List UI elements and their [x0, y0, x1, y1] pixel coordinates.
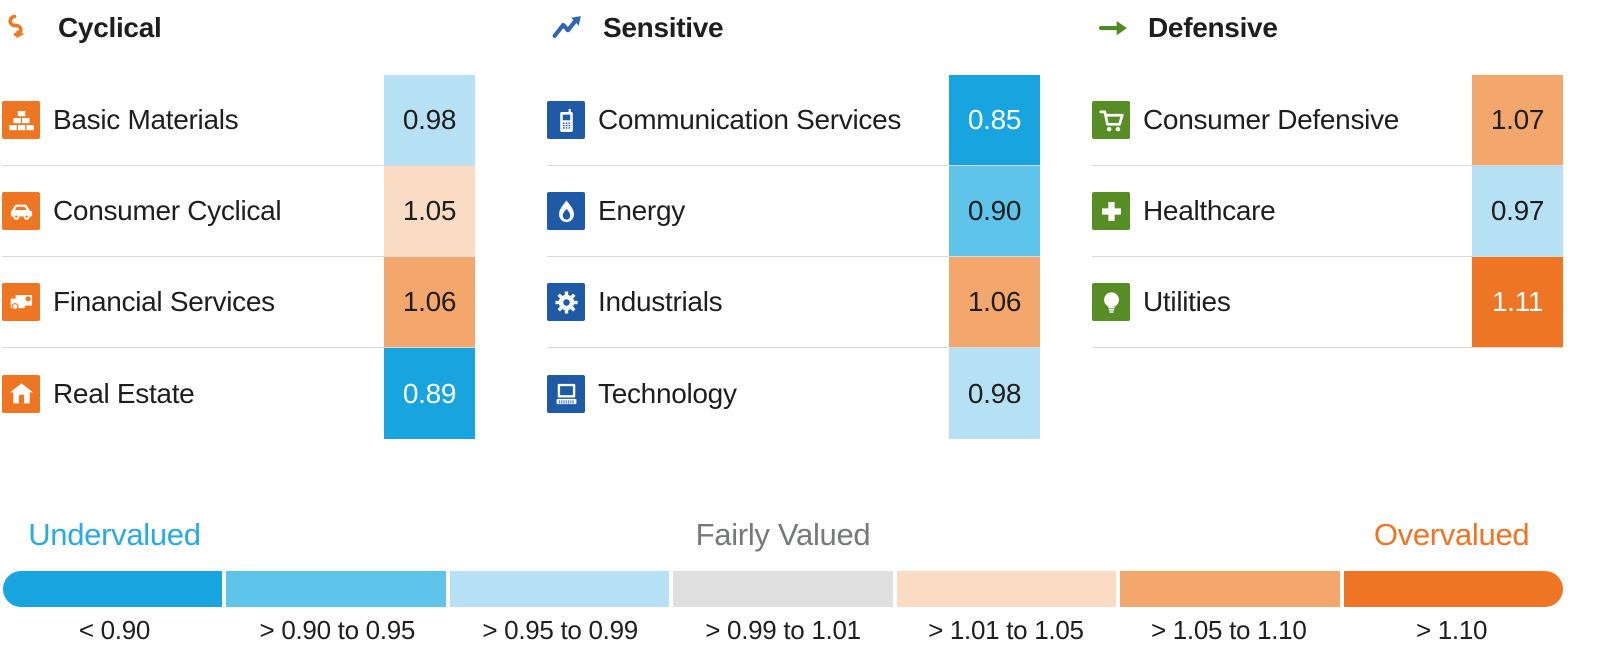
value-cell: 0.85 — [949, 75, 1040, 165]
value-cell: 1.07 — [1472, 75, 1563, 165]
cyclical-icon — [2, 11, 44, 45]
group-header-cyclical: Cyclical — [2, 6, 475, 50]
undervalued-label: Undervalued — [28, 517, 201, 552]
value-cell: 1.06 — [384, 257, 475, 347]
energy-icon — [547, 192, 585, 230]
legend-range: > 0.95 to 0.99 — [482, 615, 638, 645]
sector-name: Healthcare — [1143, 195, 1276, 226]
legend-scale-labels: Undervalued Fairly Valued Overvalued — [3, 517, 1563, 563]
value-cell: 1.05 — [384, 166, 475, 256]
legend-range: > 0.90 to 0.95 — [259, 615, 416, 645]
column-defensive: Defensive Consumer Defensive 1.07 — [1092, 6, 1563, 439]
value-cell: 0.97 — [1472, 166, 1563, 256]
sector-row: Real Estate 0.89 — [2, 348, 475, 439]
sector-row: Healthcare 0.97 — [1092, 166, 1563, 257]
value-cell: 0.98 — [949, 348, 1040, 439]
value-cell: 1.06 — [949, 257, 1040, 347]
legend-color-bar — [3, 571, 1563, 607]
communication-services-icon — [547, 101, 585, 139]
value-cell: 0.89 — [384, 348, 475, 439]
valuation-legend: Undervalued Fairly Valued Overvalued < 0… — [3, 517, 1563, 646]
sector-name: Communication Services — [598, 104, 902, 135]
consumer-cyclical-icon — [2, 192, 40, 230]
sector-row: Technology 0.98 — [547, 348, 1040, 439]
legend-segment — [1343, 571, 1563, 607]
sector-row: Communication Services 0.85 — [547, 75, 1040, 166]
value-cell: 0.90 — [949, 166, 1040, 256]
defensive-icon — [1092, 11, 1134, 45]
consumer-defensive-icon — [1092, 101, 1130, 139]
technology-icon — [547, 374, 585, 413]
legend-range: < 0.90 — [78, 615, 151, 645]
sector-valuation-chart: Cyclical Basic Materials — [0, 6, 1600, 666]
sector-name: Basic Materials — [53, 104, 239, 135]
empty-row — [1092, 348, 1563, 439]
legend-segment — [449, 571, 670, 607]
legend-segment — [673, 571, 893, 607]
basic-materials-icon — [2, 101, 40, 139]
fairly-valued-label: Fairly Valued — [695, 517, 871, 552]
sector-name: Consumer Cyclical — [53, 195, 282, 226]
legend-range: > 1.10 — [1415, 615, 1488, 645]
legend-segment — [1120, 571, 1340, 607]
legend-segment — [896, 571, 1117, 607]
legend-segment — [226, 571, 446, 607]
value-cell: 0.98 — [384, 75, 475, 165]
sector-row: Basic Materials 0.98 — [2, 75, 475, 166]
sector-name: Financial Services — [53, 286, 275, 317]
column-cyclical: Cyclical Basic Materials — [2, 6, 475, 439]
sector-name: Utilities — [1143, 286, 1231, 317]
group-title: Defensive — [1148, 12, 1278, 43]
sector-name: Real Estate — [53, 377, 195, 409]
group-title: Sensitive — [603, 12, 724, 43]
sector-name: Consumer Defensive — [1143, 104, 1400, 135]
industrials-icon — [547, 283, 585, 321]
group-header-sensitive: Sensitive — [547, 6, 1040, 50]
column-sensitive: Sensitive — [547, 6, 1040, 439]
value-cell: 1.11 — [1472, 257, 1563, 347]
sensitive-icon — [547, 11, 589, 45]
sector-columns: Cyclical Basic Materials — [0, 6, 1600, 439]
real-estate-icon — [2, 374, 40, 413]
legend-range-labels: < 0.90 > 0.90 to 0.95 > 0.95 to 0.99 > 0… — [3, 615, 1563, 646]
healthcare-icon — [1092, 192, 1130, 230]
sector-name: Industrials — [598, 286, 723, 317]
utilities-icon — [1092, 283, 1130, 321]
sector-row: Utilities 1.11 — [1092, 257, 1563, 348]
sector-row: Consumer Defensive 1.07 — [1092, 75, 1563, 166]
sector-row: Energy 0.90 — [547, 166, 1040, 257]
sector-row: Industrials 1.06 — [547, 257, 1040, 348]
legend-range: > 1.05 to 1.10 — [1150, 615, 1307, 645]
overvalued-label: Overvalued — [1373, 517, 1530, 552]
sector-row: Financial Services 1.06 — [2, 257, 475, 348]
group-header-defensive: Defensive — [1092, 6, 1563, 50]
financial-services-icon — [2, 283, 40, 321]
sector-name: Technology — [598, 377, 737, 409]
legend-range: > 1.01 to 1.05 — [928, 615, 1084, 645]
legend-segment — [3, 571, 223, 607]
sector-name: Energy — [598, 195, 685, 226]
sector-row: Consumer Cyclical 1.05 — [2, 166, 475, 257]
group-title: Cyclical — [58, 12, 162, 43]
legend-range: > 0.99 to 1.01 — [705, 615, 861, 645]
